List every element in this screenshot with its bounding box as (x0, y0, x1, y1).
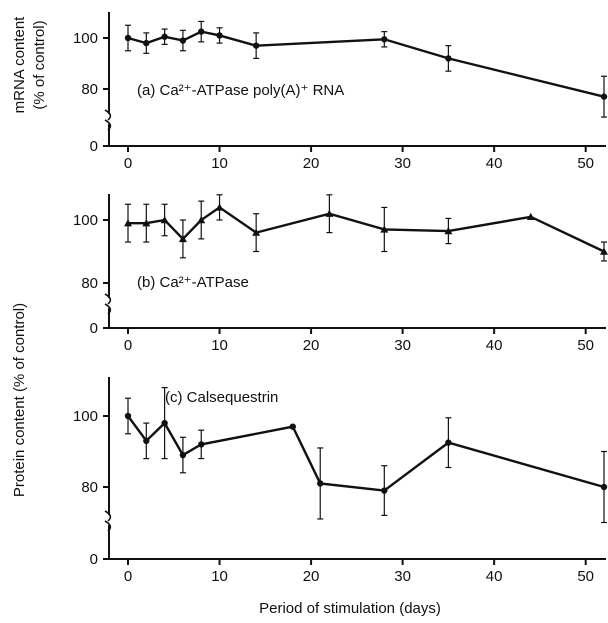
data-point (325, 209, 334, 217)
data-point (445, 439, 452, 446)
axis-break-mark (104, 303, 112, 315)
data-point (178, 234, 187, 243)
axis-break-mark (104, 119, 112, 131)
panel-annotation: (a) Ca²⁺-ATPase poly(A)⁺ RNA (137, 82, 344, 99)
x-tick-label: 30 (394, 155, 411, 172)
y-tick-label: 80 (81, 275, 98, 292)
axis-break-mark (104, 109, 112, 121)
data-point (143, 437, 150, 445)
panel-c: 0 80 100 0 10 20 30 40 50 (c) Calsequestrin (73, 377, 608, 585)
data-point (142, 219, 151, 227)
x-tick-label: 50 (577, 155, 594, 172)
data-point (252, 42, 260, 49)
data-point (198, 441, 205, 448)
x-tick-label: 30 (394, 568, 411, 585)
data-point (124, 412, 132, 420)
data-point (216, 32, 223, 39)
data-point (124, 34, 132, 42)
y-tick-label: 80 (81, 479, 98, 496)
data-point (526, 212, 535, 221)
data-point (143, 39, 150, 47)
data-point (445, 55, 452, 62)
axis-break-mark (104, 510, 112, 522)
series-line (128, 205, 605, 253)
data-point (600, 93, 608, 100)
data-point (124, 219, 132, 227)
x-tick-label: 0 (124, 155, 132, 172)
data-point (179, 451, 187, 459)
y-tick-label: 100 (73, 212, 98, 229)
y-axis-label-top-line1: mRNA content (11, 16, 28, 114)
y-tick-label: 80 (81, 81, 98, 98)
panel-b: 0 80 100 0 10 20 30 40 50 (b) Ca²⁺-ATPase (73, 194, 608, 354)
y-tick-label: 100 (73, 30, 98, 47)
y-tick-label: 100 (73, 408, 98, 425)
data-point (317, 480, 324, 487)
data-point (198, 28, 205, 35)
y-tick-label: 0 (90, 138, 98, 155)
y-tick-label: 0 (90, 320, 98, 337)
panel-annotation: (b) Ca²⁺-ATPase (137, 274, 249, 291)
x-tick-label: 10 (211, 337, 228, 354)
data-point (161, 419, 168, 427)
axis-break-mark (104, 293, 112, 305)
y-axis-label-top-line2: (% of control) (31, 20, 48, 109)
x-tick-label: 20 (303, 337, 320, 354)
data-point (161, 33, 168, 40)
x-tick-label: 0 (124, 337, 132, 354)
x-tick-label: 10 (211, 568, 228, 585)
x-axis-label: Period of stimulation (days) (259, 600, 441, 617)
x-tick-label: 10 (211, 155, 228, 172)
series-line (127, 30, 605, 98)
data-point (600, 247, 608, 255)
x-tick-label: 50 (577, 568, 594, 585)
x-tick-label: 20 (303, 568, 320, 585)
series-line (127, 415, 605, 492)
y-axis-label-bottom: Protein content (% of control) (11, 303, 28, 497)
x-tick-label: 40 (486, 155, 503, 172)
data-point (252, 228, 261, 236)
data-point (444, 227, 453, 235)
y-tick-label: 0 (90, 551, 98, 568)
data-point (381, 487, 388, 494)
data-point (380, 225, 389, 233)
panel-a: 0 80 100 0 10 20 30 40 50 (a) Ca²⁺-ATPase poly(A)… (73, 12, 608, 172)
data-point (197, 216, 206, 224)
x-tick-label: 30 (394, 337, 411, 354)
panel-annotation: (c) Calsequestrin (165, 389, 278, 406)
x-tick-label: 40 (486, 568, 503, 585)
data-point (179, 37, 187, 44)
x-tick-label: 20 (303, 155, 320, 172)
data-point (289, 423, 296, 430)
x-tick-label: 40 (486, 337, 503, 354)
data-point (160, 216, 169, 224)
x-tick-label: 0 (124, 568, 132, 585)
data-point (600, 483, 608, 491)
data-point (381, 36, 388, 43)
data-point (215, 203, 224, 211)
axis-break-mark (104, 520, 112, 532)
x-tick-label: 50 (577, 337, 594, 354)
